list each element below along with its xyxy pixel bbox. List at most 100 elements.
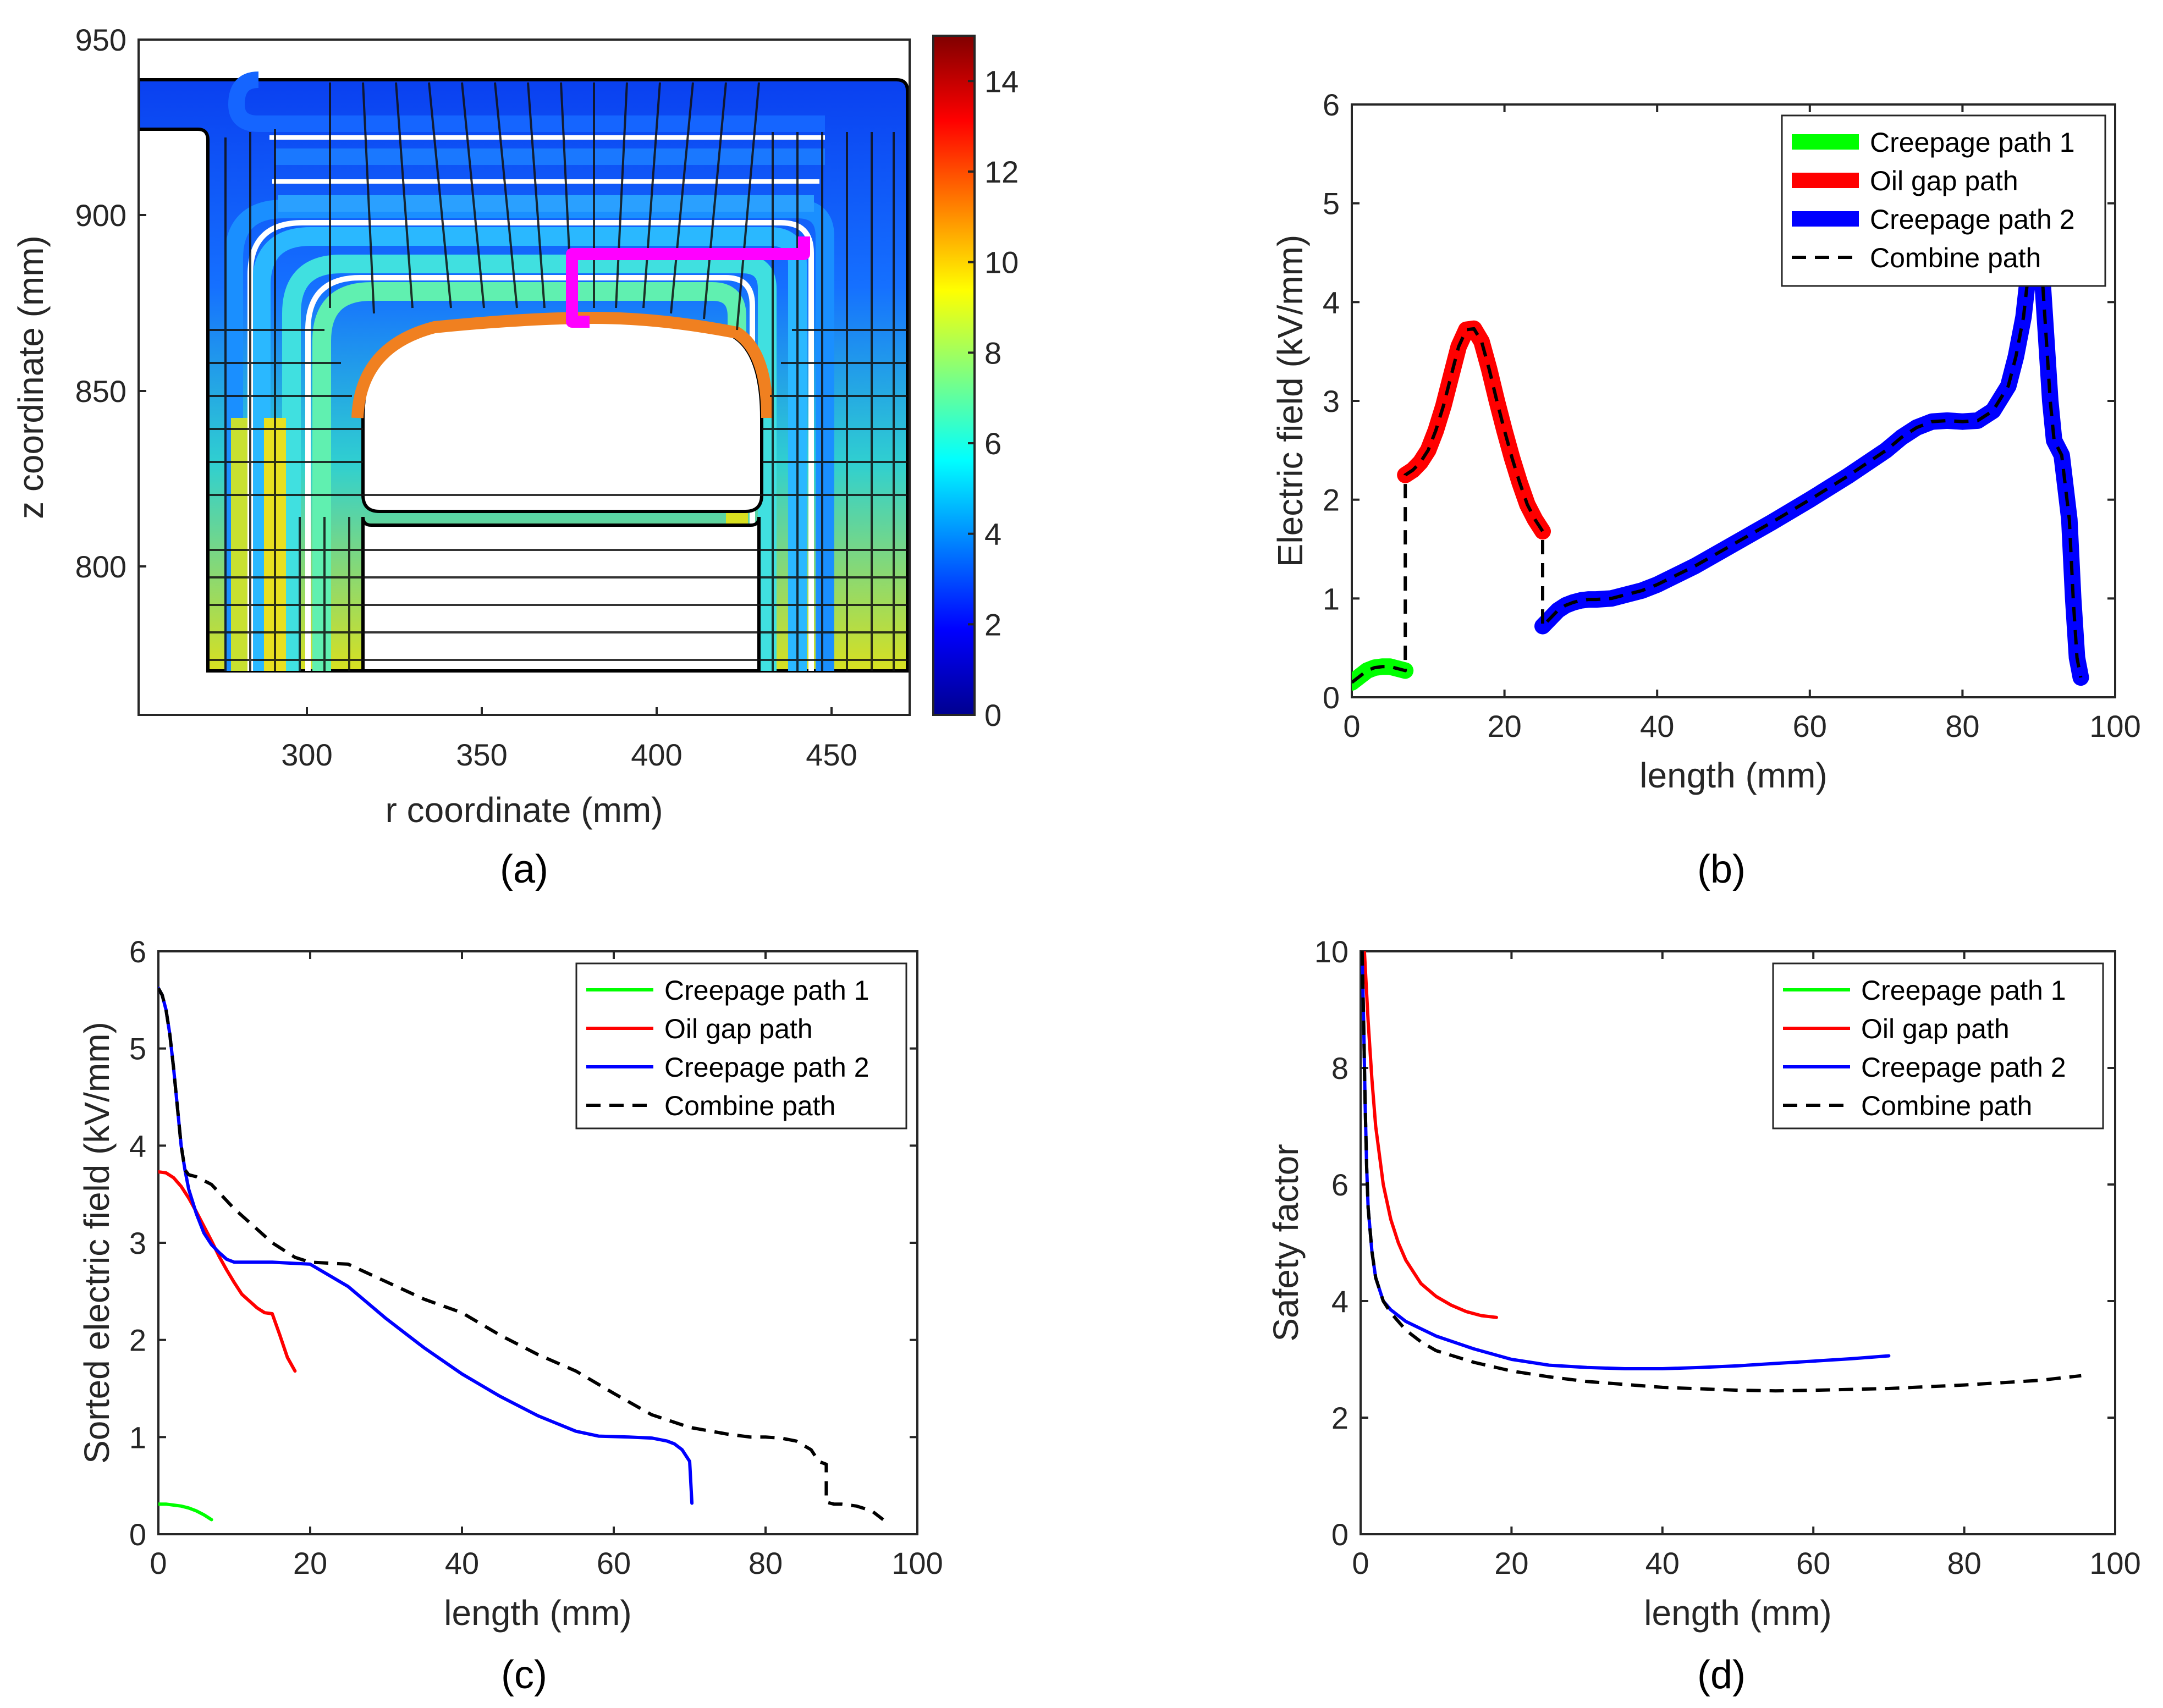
y-tick-label: 0	[129, 1517, 146, 1552]
series-line-combine-path	[1361, 951, 2082, 1393]
legend-label: Oil gap path	[1861, 1013, 2010, 1044]
electrode	[361, 319, 763, 513]
y-tick-label: 4	[129, 1128, 146, 1163]
y-tick-label: 6	[1331, 1167, 1349, 1202]
panel-a-field-map: 300 350 400 450 950 900 850 800 r coordi…	[11, 23, 1019, 830]
xtick-a-0: 300	[281, 737, 332, 772]
series-line-combine-path	[158, 987, 884, 1521]
ticks-d: 0 20 40 60 80 100 0 2 4 6 8 10	[1314, 934, 2141, 1580]
bottom-cutout	[361, 516, 761, 673]
ticks-c: 0 20 40 60 80 100 0 1 2 3 4 5 6	[129, 934, 943, 1580]
y-tick-label: 10	[1314, 934, 1349, 969]
legend-label: Creepage path 2	[1870, 204, 2075, 235]
y-tick-label: 6	[129, 934, 146, 969]
colorbar-tick-label: 0	[984, 698, 1001, 732]
series-line-oil-gap-path	[1362, 951, 1498, 1319]
series-line-oil-gap-path	[158, 1170, 297, 1373]
y-tick-label: 5	[1323, 186, 1340, 221]
x-tick-label: 0	[1352, 1546, 1369, 1580]
colorbar-tick-label: 6	[984, 426, 1001, 461]
y-tick-label: 6	[1323, 87, 1340, 122]
x-tick-label: 20	[293, 1546, 327, 1580]
legend-d: Creepage path 1 Oil gap path Creepage path…	[1772, 962, 2104, 1130]
xlabel-d: length (mm)	[1644, 1593, 1831, 1633]
probe-path	[566, 236, 810, 328]
colorbar-tick-label: 10	[984, 245, 1019, 280]
legend-label: Creepage path 2	[1861, 1052, 2066, 1083]
x-tick-label: 60	[1796, 1546, 1830, 1580]
x-tick-label: 0	[1343, 709, 1360, 743]
mesh-lines	[209, 82, 907, 671]
colorbar-ticks: 0 2 4 6 8 10 12 14	[968, 64, 1019, 732]
x-tick-label: 20	[1494, 1546, 1528, 1580]
colorbar-tick-label: 2	[984, 607, 1001, 642]
legend-label: Creepage path 2	[664, 1052, 869, 1083]
ytick-a-0: 950	[75, 23, 126, 57]
x-tick-label: 60	[597, 1546, 631, 1580]
xlabel-b: length (mm)	[1639, 756, 1827, 795]
x-tick-label: 100	[2089, 1546, 2140, 1580]
x-tick-label: 60	[1793, 709, 1827, 743]
legend-label: Combine path	[1870, 243, 2041, 273]
electrode-edge	[351, 311, 773, 418]
y-tick-label: 0	[1323, 680, 1340, 715]
colorbar-tick-label: 12	[984, 155, 1019, 189]
legend-label: Combine path	[664, 1090, 835, 1121]
x-tick-label: 40	[1645, 1546, 1680, 1580]
y-tick-label: 5	[129, 1032, 146, 1066]
panel-c-sorted-field: 0 20 40 60 80 100 0 1 2 3 4 5 6 length (mm) Sorted e…	[77, 934, 943, 1633]
x-tick-label: 0	[150, 1546, 167, 1580]
lines-b	[1352, 214, 2089, 691]
y-tick-label: 2	[129, 1323, 146, 1358]
y-tick-label: 8	[1331, 1051, 1349, 1086]
caption-b: (b)	[1697, 847, 1746, 891]
series-line-creepage-path-1	[158, 1502, 213, 1522]
y-tick-label: 4	[1331, 1284, 1349, 1319]
legend-label: Combine path	[1861, 1090, 2032, 1121]
y-tick-label: 3	[129, 1226, 146, 1260]
ticks-b: 0 20 40 60 80 100 0 1 2 3 4 5 6	[1323, 87, 2141, 743]
caption-c: (c)	[501, 1653, 547, 1697]
ylabel-a: z coordinate (mm)	[11, 235, 51, 519]
colorbar-tick-label: 14	[984, 64, 1019, 98]
xlabel-c: length (mm)	[444, 1593, 631, 1633]
x-tick-label: 80	[1947, 1546, 1981, 1580]
ylabel-b: Electric field (kV/mm)	[1270, 235, 1310, 568]
ytick-a-3: 800	[75, 549, 126, 584]
colorbar-tick-label: 8	[984, 335, 1001, 370]
colorbar-tick-label: 4	[984, 517, 1001, 552]
x-tick-label: 100	[891, 1546, 943, 1580]
ylabel-d: Safety factor	[1266, 1144, 1306, 1341]
caption-a: (a)	[500, 847, 548, 891]
field-map-plot	[139, 71, 909, 673]
x-tick-label: 80	[1945, 709, 1979, 743]
y-tick-label: 4	[1323, 285, 1340, 319]
y-tick-label: 0	[1331, 1517, 1349, 1552]
panel-b-electric-field: 0 20 40 60 80 100 0 1 2 3 4 5 6 length (mm) Electric…	[1270, 87, 2141, 795]
xtick-a-3: 450	[806, 737, 857, 772]
xtick-a-1: 350	[456, 737, 507, 772]
x-tick-label: 80	[748, 1546, 783, 1580]
legend-label: Creepage path 1	[1870, 127, 2075, 158]
xtick-a-2: 400	[631, 737, 682, 772]
captions: (a) (b) (c) (d)	[500, 847, 1746, 1697]
lines-d	[1361, 951, 2082, 1393]
ticks-a	[139, 38, 833, 715]
series-line-combine-path	[1352, 221, 2083, 684]
caption-d: (d)	[1697, 1653, 1746, 1697]
legend-label: Oil gap path	[1870, 166, 2018, 196]
legend-b: Creepage path 1 Oil gap path Creepage path…	[1781, 114, 2106, 287]
y-tick-label: 1	[129, 1420, 146, 1454]
xlabel-a: r coordinate (mm)	[386, 790, 663, 830]
x-tick-label: 40	[445, 1546, 479, 1580]
colorbar	[932, 35, 976, 716]
ylabel-c: Sorted electric field (kV/mm)	[77, 1022, 117, 1464]
y-tick-label: 3	[1323, 384, 1340, 418]
y-tick-label: 1	[1323, 581, 1340, 616]
legend-c: Creepage path 1 Oil gap path Creepage path…	[575, 962, 907, 1130]
legend-label: Oil gap path	[664, 1013, 813, 1044]
panel-d-safety-factor: 0 20 40 60 80 100 0 2 4 6 8 10 length (mm) Safety f…	[1266, 934, 2141, 1633]
axes-frame-a	[137, 38, 911, 716]
xtick-labels-a: 300 350 400 450	[281, 737, 857, 772]
